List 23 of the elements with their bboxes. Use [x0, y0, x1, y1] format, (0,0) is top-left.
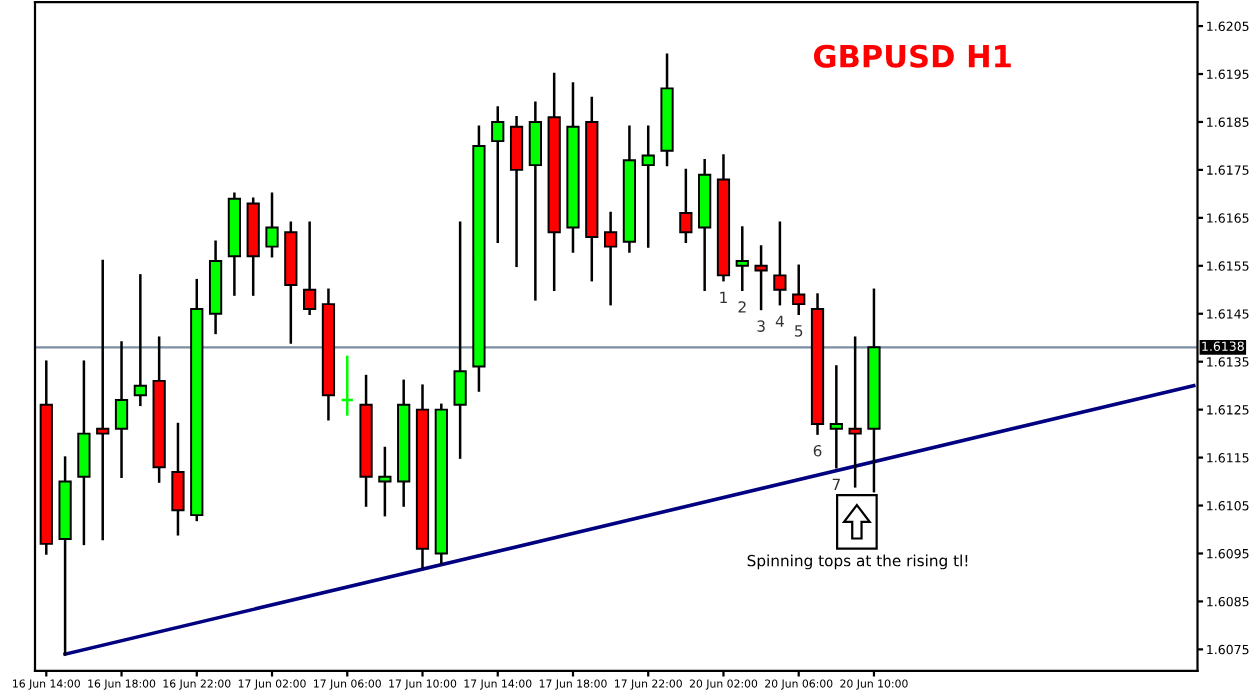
candlestick	[491, 106, 505, 244]
candlestick	[848, 336, 862, 488]
candlestick	[265, 192, 279, 258]
candlestick	[773, 221, 787, 306]
candlestick	[133, 274, 147, 407]
candlestick	[603, 211, 618, 306]
candlestick	[453, 221, 467, 459]
candlestick	[641, 125, 655, 248]
candlestick	[96, 259, 110, 541]
candlestick	[378, 446, 392, 517]
candlestick	[735, 226, 749, 292]
candlestick	[792, 264, 806, 315]
candlestick	[340, 355, 355, 416]
candlestick	[77, 360, 91, 546]
text: GBPUSD H1	[814, 44, 1011, 68]
candlestick	[528, 101, 542, 301]
candlestick	[679, 168, 693, 244]
candlestick	[509, 115, 524, 268]
candlestick	[114, 341, 129, 479]
candlestick	[303, 221, 317, 315]
candlestick	[171, 422, 185, 536]
candlestick	[829, 365, 843, 469]
candlestick	[754, 245, 768, 311]
